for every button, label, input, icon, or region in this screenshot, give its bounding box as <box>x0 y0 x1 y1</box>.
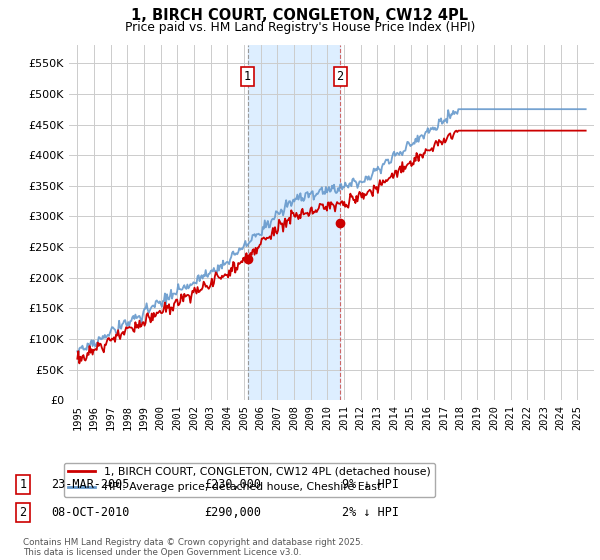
Text: Contains HM Land Registry data © Crown copyright and database right 2025.
This d: Contains HM Land Registry data © Crown c… <box>23 538 363 557</box>
Text: 2% ↓ HPI: 2% ↓ HPI <box>342 506 399 519</box>
Text: 2: 2 <box>19 506 26 519</box>
Text: 23-MAR-2005: 23-MAR-2005 <box>51 478 130 491</box>
Text: £230,000: £230,000 <box>204 478 261 491</box>
Text: Price paid vs. HM Land Registry's House Price Index (HPI): Price paid vs. HM Land Registry's House … <box>125 21 475 34</box>
Text: 9% ↓ HPI: 9% ↓ HPI <box>342 478 399 491</box>
Text: £290,000: £290,000 <box>204 506 261 519</box>
Text: 1: 1 <box>19 478 26 491</box>
Bar <box>248 45 340 400</box>
Text: 1, BIRCH COURT, CONGLETON, CW12 4PL: 1, BIRCH COURT, CONGLETON, CW12 4PL <box>131 8 469 24</box>
Text: 08-OCT-2010: 08-OCT-2010 <box>51 506 130 519</box>
Text: 1: 1 <box>244 71 251 83</box>
Text: 2: 2 <box>337 71 344 83</box>
Legend: 1, BIRCH COURT, CONGLETON, CW12 4PL (detached house), HPI: Average price, detach: 1, BIRCH COURT, CONGLETON, CW12 4PL (det… <box>64 463 435 497</box>
